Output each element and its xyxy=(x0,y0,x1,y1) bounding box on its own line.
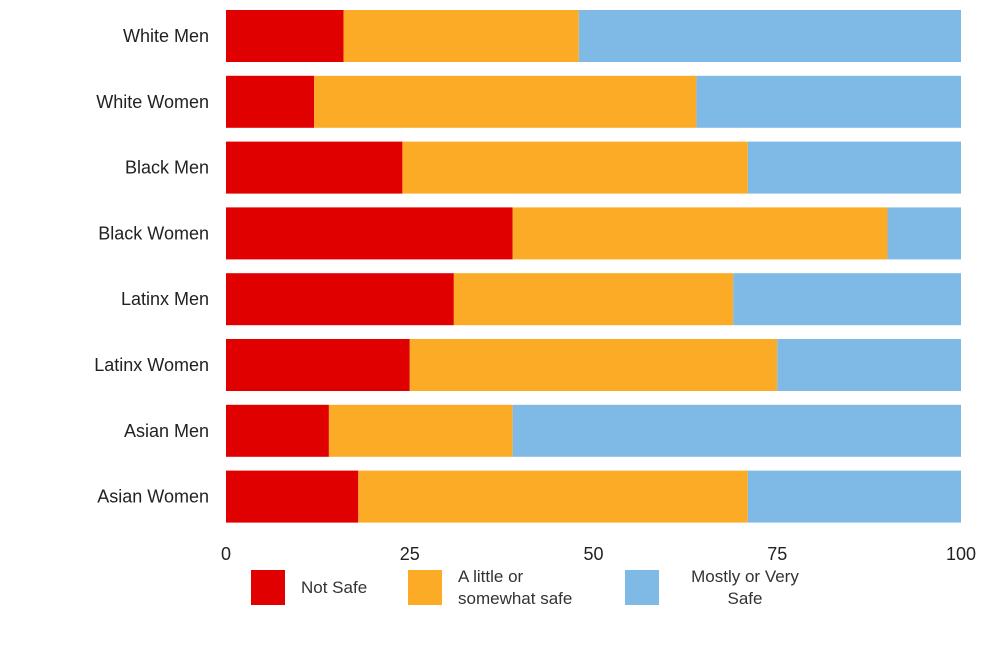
bar-segment xyxy=(453,273,734,326)
x-tick-label: 75 xyxy=(767,544,787,564)
bar-segment xyxy=(512,207,888,260)
category-label: Asian Women xyxy=(97,487,209,507)
category-label: Latinx Women xyxy=(94,355,209,375)
legend-label: Not Safe xyxy=(301,578,368,597)
bar-segment xyxy=(226,339,410,391)
x-tick-label: 50 xyxy=(583,544,603,564)
bar-segment xyxy=(747,141,961,194)
bar-segment xyxy=(777,339,961,391)
bar-segment xyxy=(226,470,359,523)
bar-segment xyxy=(226,404,329,457)
bar-segment xyxy=(733,273,961,326)
category-label: Asian Men xyxy=(124,421,209,441)
x-tick-label: 0 xyxy=(221,544,231,564)
legend-somewhat-safe: A little or somewhat safe xyxy=(408,567,598,610)
bar-segment xyxy=(226,141,403,194)
legend-label: Mostly or Very Safe xyxy=(691,567,799,608)
bar-segment xyxy=(402,141,748,194)
bar-segment xyxy=(226,75,315,128)
bar-segment xyxy=(226,273,454,326)
legend-not-safe: Not Safe xyxy=(251,570,367,605)
bar-segment xyxy=(343,10,579,62)
bar-segment xyxy=(578,10,961,62)
bar-segment xyxy=(358,470,748,523)
legend-swatch xyxy=(625,570,659,605)
bar-segment xyxy=(512,404,961,457)
bar-segment xyxy=(409,339,778,391)
legend-swatch xyxy=(251,570,285,605)
category-label: White Men xyxy=(123,26,209,46)
legend-swatch xyxy=(408,570,442,605)
bar-segment xyxy=(314,75,697,128)
category-label: Latinx Men xyxy=(121,289,209,309)
bar-segment xyxy=(747,470,961,523)
legend-mostly-safe: Mostly or Very Safe xyxy=(625,567,815,610)
bar-segment xyxy=(328,404,513,457)
bar-segment xyxy=(226,10,344,62)
bar-segment xyxy=(696,75,961,128)
bar-segment xyxy=(226,207,513,260)
legend-label: A little or somewhat safe xyxy=(458,567,573,608)
x-tick-label: 25 xyxy=(400,544,420,564)
x-tick-label: 100 xyxy=(946,544,976,564)
bar-segment xyxy=(887,207,961,260)
category-label: White Women xyxy=(96,92,209,112)
category-label: Black Women xyxy=(98,223,209,243)
category-label: Black Men xyxy=(125,158,209,178)
